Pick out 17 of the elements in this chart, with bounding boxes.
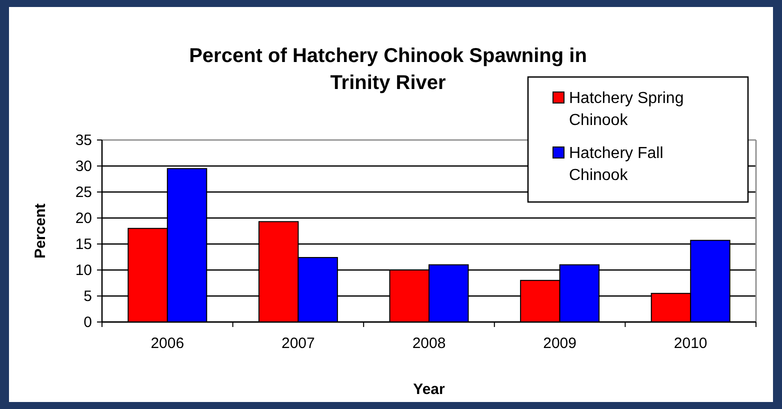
legend-label: Hatchery Spring Chinook — [569, 90, 684, 129]
y-tick-label: 25 — [75, 184, 92, 201]
x-tick-label: 2010 — [674, 335, 708, 352]
y-tick-label: 5 — [84, 288, 92, 305]
y-tick-label: 35 — [75, 132, 92, 149]
x-tick-label: 2008 — [412, 335, 446, 352]
x-tick-label: 2009 — [543, 335, 576, 352]
x-tick-label: 2007 — [282, 335, 315, 352]
y-tick-label: 0 — [84, 314, 92, 331]
y-axis-title: Percent — [32, 203, 49, 259]
y-tick-label: 30 — [75, 158, 92, 175]
y-tick-label: 10 — [75, 262, 92, 279]
y-tick-label: 20 — [75, 210, 92, 227]
y-tick-label: 15 — [75, 236, 92, 253]
x-tick-label: 2006 — [150, 335, 184, 352]
legend-label: Hatchery Fall Chinook — [569, 145, 664, 184]
x-axis-title: Year — [413, 381, 446, 398]
